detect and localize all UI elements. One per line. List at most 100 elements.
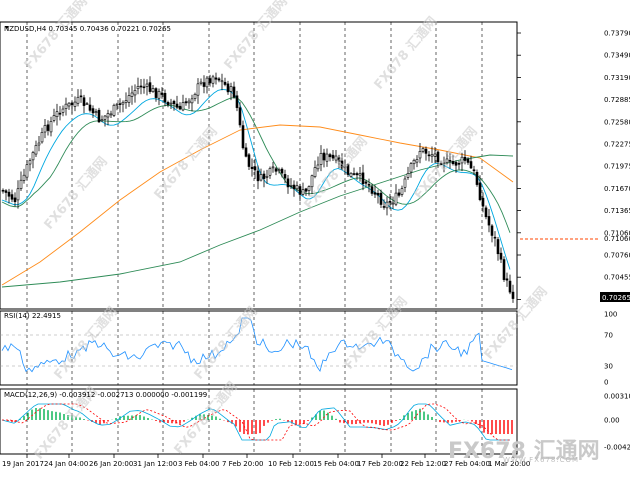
rsi-series (1, 317, 513, 373)
candle-body (355, 173, 359, 176)
candle-body (445, 158, 449, 164)
candle-body (397, 192, 401, 196)
candle-body (505, 278, 509, 281)
candle-body (145, 83, 149, 87)
candle-body (427, 154, 431, 157)
candle-body (217, 78, 221, 81)
candle-body (472, 169, 476, 172)
rsi-grid (26, 311, 483, 385)
candle-body (151, 88, 155, 92)
macd-header: MACD(12,26,9) -0.003912 -0.002713 0.0000… (4, 391, 207, 399)
candle-body (49, 121, 53, 133)
candle-body (22, 174, 26, 181)
candle-body (223, 81, 227, 85)
candlesticks (1, 72, 515, 303)
candle-body (373, 192, 377, 195)
candle-body (331, 154, 335, 159)
candle-body (70, 102, 74, 106)
candle-body (463, 156, 467, 161)
macd-panel[interactable] (0, 388, 518, 455)
collapse-arrow-icon[interactable] (5, 26, 9, 29)
candle-body (64, 103, 68, 109)
candle-body (490, 225, 494, 236)
candle-body (196, 83, 200, 96)
candle-body (241, 125, 245, 149)
candle-body (376, 192, 380, 196)
candle-body (388, 201, 392, 203)
price-tick-label: 0.71975 (604, 163, 630, 171)
candle-body (292, 184, 296, 190)
candle-body (415, 159, 419, 163)
candle-body (442, 162, 446, 165)
candle-body (481, 197, 485, 207)
candle-body (61, 108, 65, 113)
macd-signal-line (2, 403, 510, 441)
time-tick-label: 19 Jan 2017 (2, 460, 44, 468)
macd-lines (1, 403, 510, 441)
candle-body (232, 86, 236, 98)
candle-body (112, 104, 116, 116)
candle-body (439, 163, 443, 166)
candle-body (172, 100, 176, 105)
rsi-panel[interactable] (0, 310, 518, 386)
time-tick-label: 22 Feb 12:00 (400, 460, 446, 468)
candle-body (256, 170, 260, 182)
candle-body (139, 85, 143, 88)
candle-body (124, 100, 128, 103)
candle-body (253, 166, 257, 171)
candle-body (85, 103, 89, 105)
candle-body (220, 80, 224, 83)
candle-body (133, 90, 137, 96)
candle-body (469, 161, 473, 169)
candle-body (160, 92, 164, 95)
candle-body (130, 92, 134, 97)
candle-body (43, 125, 47, 133)
candle-body (109, 113, 113, 116)
candle-body (37, 142, 41, 146)
candle-body (271, 166, 275, 169)
candle-body (238, 107, 242, 126)
candle-body (46, 124, 50, 131)
candle-body (1, 189, 5, 192)
candle-body (40, 132, 44, 143)
candle-body (370, 186, 374, 194)
candle-body (352, 173, 356, 175)
candle-body (424, 148, 428, 154)
candle-body (169, 102, 173, 105)
macd-tick-label: -0.004256 (604, 444, 630, 452)
candle-body (31, 152, 35, 161)
ma-slow-line (1, 124, 514, 286)
candle-body (319, 153, 323, 165)
current-price-tag: 0.70265 (600, 292, 630, 302)
candle-body (457, 163, 461, 165)
candle-body (475, 171, 479, 185)
candle-body (268, 168, 272, 176)
candle-body (277, 169, 281, 172)
ma-long-line (1, 154, 514, 288)
candle-body (436, 151, 440, 163)
candle-body (325, 153, 329, 162)
candle-body (187, 100, 191, 104)
price-tick-label: 0.72885 (604, 96, 630, 104)
candle-body (406, 173, 410, 178)
candle-body (346, 164, 350, 175)
candle-body (493, 236, 497, 239)
candle-body (361, 172, 365, 185)
candle-body (508, 280, 512, 293)
ma-mid-line (1, 97, 511, 233)
time-tick-label: 10 Feb 12:00 (268, 460, 314, 468)
time-axis: 19 Jan 2017 24 Jan 04:00 26 Jan 20:00 31 Ja… (2, 454, 530, 468)
candle-body (295, 185, 299, 190)
candle-body (202, 82, 206, 87)
candle-body (304, 188, 308, 192)
candle-body (136, 86, 140, 90)
candle-body (391, 202, 395, 205)
candle-body (502, 259, 506, 280)
candle-body (496, 239, 500, 255)
candle-body (157, 91, 161, 99)
